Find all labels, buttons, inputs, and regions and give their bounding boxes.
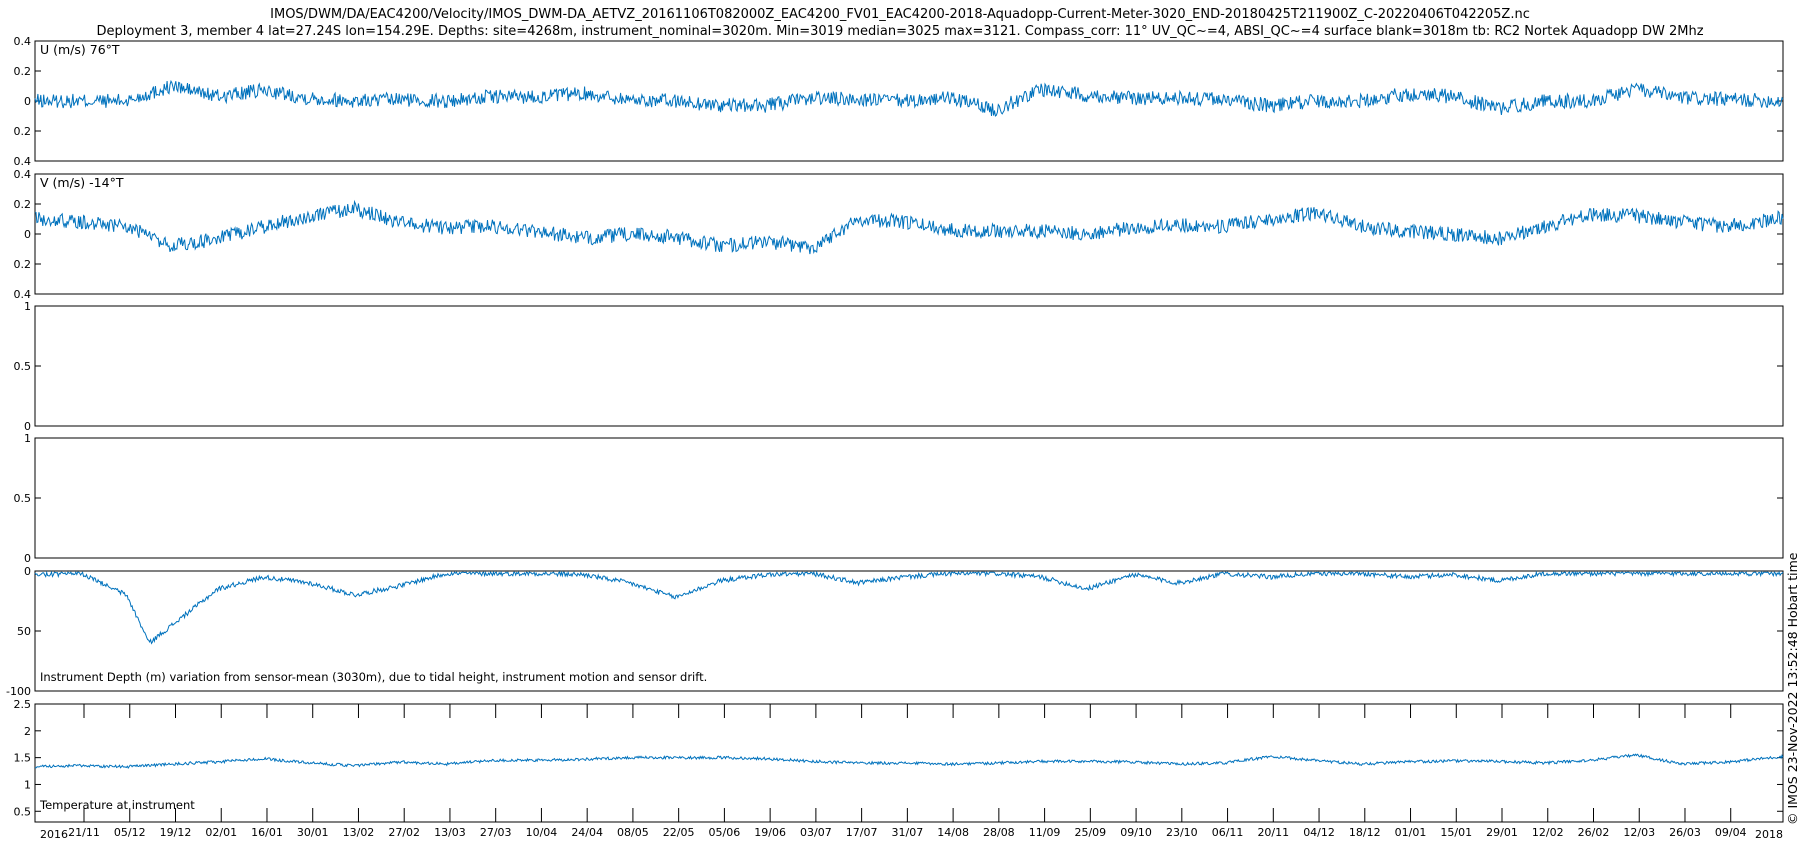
xtick-label: 21/11 [68,826,100,839]
ytick-label: 0 [24,565,31,578]
ytick-label: 0.2 [14,258,32,271]
ytick-label: 1 [24,432,31,445]
xtick-label: 30/01 [297,826,329,839]
panel-frame-temp [34,703,1784,823]
ytick-label: 2 [24,725,31,738]
xtick-label: 25/09 [1074,826,1106,839]
panels-group: 0.4 0.2 0 0.2 0.4 U (m/s) 76°T 0.4 0.2 0 0.2 0.4 V … [6,35,1784,823]
panel-label-temp: Temperature at instrument [39,798,195,812]
xtick-label: 19/12 [160,826,192,839]
x-axis: 21/11 05/12 19/12 02/01 16/01 30/01 13/02 27/02… [68,826,1746,839]
xtick-label: 11/09 [1029,826,1061,839]
ytick-label: 0.4 [14,288,32,301]
xtick-label: 14/08 [937,826,969,839]
ytick-label: 1 [24,778,31,791]
ytick-label: 0.5 [14,492,32,505]
xtick-label: 27/02 [388,826,420,839]
xtick-label: 27/03 [480,826,512,839]
panel-label-depth: Instrument Depth (m) variation from sens… [40,670,707,684]
xtick-label: 09/04 [1715,826,1747,839]
xtick-label: 22/05 [663,826,695,839]
xtick-label: 26/02 [1578,826,1610,839]
series-line-temp [34,753,1784,769]
xtick-label: 12/02 [1532,826,1564,839]
xtick-label: 06/11 [1212,826,1244,839]
ytick-label: 0.4 [14,155,32,168]
xtick-label: 13/02 [343,826,375,839]
ytick-label: 0 [24,420,31,433]
xtick-label: 08/05 [617,826,649,839]
ytick-label: 0.2 [14,198,32,211]
panel-frame-empty1 [34,305,1784,427]
year-label-right: 2018 [1755,828,1783,841]
xtick-label: 19/06 [754,826,786,839]
ytick-label: 0 [24,552,31,565]
panel-u: 0.4 0.2 0 0.2 0.4 U (m/s) 76°T [14,35,1784,168]
xtick-label: 18/12 [1349,826,1381,839]
ytick-label: 0.5 [14,360,32,373]
ytick-label: 1.5 [14,752,32,765]
xtick-label: 10/04 [526,826,558,839]
xtick-label: 31/07 [892,826,924,839]
panel-temp: 2.5 2 1.5 1 0.5 Temperature at instrument [14,698,1784,823]
ytick-label: 0 [24,228,31,241]
ytick-label: 1 [24,300,31,313]
xtick-label: 24/04 [571,826,603,839]
xtick-label: 15/01 [1440,826,1472,839]
xtick-label: 28/08 [983,826,1015,839]
ytick-label: -100 [6,685,31,698]
xtick-label: 09/10 [1120,826,1152,839]
panel-label-v: V (m/s) -14°T [40,175,124,190]
xtick-label: 05/12 [114,826,146,839]
panel-label-u: U (m/s) 76°T [40,42,120,57]
xtick-label: 05/06 [709,826,741,839]
ytick-label: 2.5 [14,698,32,711]
xtick-label: 23/10 [1166,826,1198,839]
xtick-label: 04/12 [1303,826,1335,839]
panel-empty2: 10.50 [14,432,1784,565]
ytick-label: 0.2 [14,125,32,138]
xtick-label: 16/01 [251,826,283,839]
panel-empty1: 10.50 [14,300,1784,433]
ytick-label: 0.2 [14,65,32,78]
ytick-label: 0.5 [14,805,32,818]
panel-depth: 0 50 -100 Instrument Depth (m) variation fr… [6,565,1784,698]
xtick-label: 02/01 [205,826,237,839]
panel-frame-empty2 [34,437,1784,559]
figure-title-line1: IMOS/DWM/DA/EAC4200/Velocity/IMOS_DWM-DA… [270,7,1530,22]
ytick-label: 50 [17,625,31,638]
ytick-label: 0.4 [14,35,32,48]
xtick-label: 29/01 [1486,826,1518,839]
series-line-v [34,199,1784,255]
xtick-label: 17/07 [846,826,878,839]
series-line-u [34,79,1784,117]
xtick-label: 12/03 [1623,826,1655,839]
panel-frame-v [34,173,1784,295]
ytick-label: 0.4 [14,168,32,181]
xtick-label: 20/11 [1257,826,1289,839]
credit-label: © IMOS 23-Nov-2022 13:52:48 Hobart time [1785,552,1800,825]
xtick-label: 03/07 [800,826,832,839]
xtick-label: 13/03 [434,826,466,839]
xtick-label: 26/03 [1669,826,1701,839]
ytick-label: 0 [24,95,31,108]
series-line-depth [34,570,1784,645]
xtick-label: 01/01 [1395,826,1427,839]
panel-v: 0.4 0.2 0 0.2 0.4 V (m/s) -14°T [14,168,1784,301]
year-label-left: 2016 [40,828,68,841]
figure-title-line2: Deployment 3, member 4 lat=27.24S lon=15… [96,24,1703,39]
